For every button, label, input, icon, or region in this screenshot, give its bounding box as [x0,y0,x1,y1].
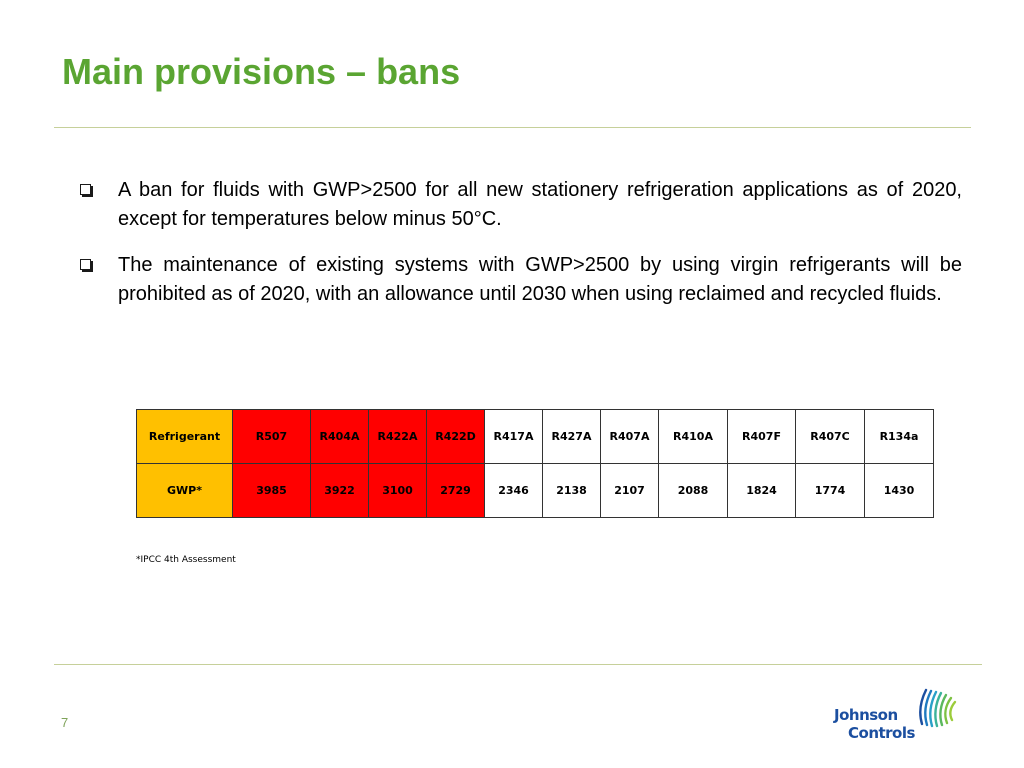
gwp-table: Refrigerant R507 R404A R422A R422D R417A… [136,409,934,518]
footer-divider [54,664,982,665]
gwp-cell: 2138 [542,463,601,518]
johnson-controls-logo-icon [919,688,957,728]
checkbox-bullet-icon [80,184,91,195]
refrigerant-cell: R507 [232,409,311,464]
page-number: 7 [61,715,69,730]
refrigerant-cell: R404A [310,409,369,464]
gwp-cell: 1430 [864,463,934,518]
row-header-refrigerant: Refrigerant [136,409,233,464]
checkbox-bullet-icon [80,259,91,270]
logo-line-1: Johnson [834,706,898,724]
refrigerant-cell: R410A [658,409,728,464]
bullet-list: A ban for fluids with GWP>2500 for all n… [78,176,962,326]
refrigerant-cell: R407F [727,409,796,464]
refrigerant-cell: R407A [600,409,659,464]
bullet-text: A ban for fluids with GWP>2500 for all n… [118,179,962,230]
refrigerant-cell: R407C [795,409,865,464]
logo-line-2: Controls [848,724,915,742]
slide-title: Main provisions – bans [62,51,461,92]
bullet-item: A ban for fluids with GWP>2500 for all n… [78,176,962,234]
bullet-text: The maintenance of existing systems with… [118,254,962,305]
gwp-cell: 3985 [232,463,311,518]
bullet-item: The maintenance of existing systems with… [78,251,962,309]
table-row-gwp: GWP* 3985 3922 3100 2729 2346 2138 2107 … [136,463,934,518]
title-divider [54,127,971,128]
gwp-cell: 2088 [658,463,728,518]
gwp-cell: 3922 [310,463,369,518]
table-row-refrigerant: Refrigerant R507 R404A R422A R422D R417A… [136,409,934,464]
gwp-cell: 2107 [600,463,659,518]
refrigerant-cell: R422D [426,409,485,464]
refrigerant-cell: R422A [368,409,427,464]
gwp-cell: 3100 [368,463,427,518]
gwp-cell: 2346 [484,463,543,518]
refrigerant-cell: R417A [484,409,543,464]
refrigerant-cell: R134a [864,409,934,464]
gwp-cell: 1774 [795,463,865,518]
gwp-cell: 1824 [727,463,796,518]
footnote: *IPCC 4th Assessment [136,555,236,565]
row-header-gwp: GWP* [136,463,233,518]
gwp-cell: 2729 [426,463,485,518]
company-logo: Johnson Controls [830,684,960,748]
logo-wordmark: Johnson Controls [834,706,915,742]
refrigerant-cell: R427A [542,409,601,464]
